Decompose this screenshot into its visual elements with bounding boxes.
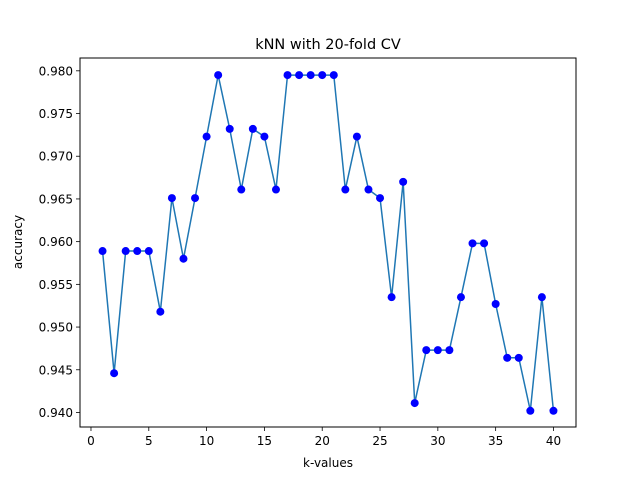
data-point	[491, 300, 500, 308]
data-point	[549, 406, 558, 415]
x-tick-label: 20	[315, 434, 330, 448]
chart-title: kNN with 20-fold CV	[255, 37, 401, 53]
data-point	[387, 293, 396, 302]
y-tick-label: 0.980	[39, 64, 73, 78]
data-point	[283, 71, 292, 80]
data-point	[121, 247, 130, 256]
x-axis-label: k-values	[303, 456, 353, 470]
data-point	[271, 185, 280, 194]
data-point	[144, 247, 153, 256]
data-point	[364, 185, 373, 194]
data-point	[376, 194, 385, 203]
data-point	[329, 71, 338, 80]
data-point	[167, 194, 176, 203]
x-tick-label: 30	[430, 434, 445, 448]
data-point	[110, 369, 119, 378]
x-axis: 0 5 10 15 20 25 30 35 40	[87, 427, 561, 448]
data-point	[214, 71, 223, 80]
data-point	[202, 132, 211, 141]
y-tick-label: 0.950	[39, 321, 73, 335]
data-point	[410, 399, 419, 408]
y-tick-label: 0.955	[39, 278, 73, 292]
x-tick-label: 15	[257, 434, 272, 448]
data-point	[352, 132, 361, 141]
y-axis-label: accuracy	[11, 215, 25, 269]
data-point	[225, 124, 234, 133]
data-point	[156, 307, 165, 316]
data-point	[422, 346, 431, 355]
data-point	[503, 353, 512, 362]
data-point	[98, 247, 107, 256]
y-tick-label: 0.965	[39, 192, 73, 206]
x-tick-label: 5	[145, 434, 153, 448]
data-point	[133, 247, 142, 256]
y-tick-label: 0.970	[39, 150, 73, 164]
data-point	[248, 124, 257, 133]
data-point	[399, 177, 408, 186]
y-tick-label: 0.945	[39, 363, 73, 377]
data-point	[526, 406, 535, 415]
x-tick-label: 40	[546, 434, 561, 448]
data-point	[537, 293, 546, 302]
data-point	[179, 254, 188, 263]
y-tick-label: 0.975	[39, 107, 73, 121]
data-point	[306, 71, 315, 80]
series-markers	[98, 71, 558, 415]
data-point	[191, 194, 200, 203]
data-point	[295, 71, 304, 80]
plot-area-frame	[79, 57, 577, 428]
data-point	[514, 353, 523, 362]
y-tick-label: 0.940	[39, 406, 73, 420]
y-axis: 0.940 0.945 0.950 0.955 0.960 0.965 0.970 0.975…	[39, 64, 80, 420]
data-point	[341, 185, 350, 194]
x-tick-label: 10	[199, 434, 214, 448]
data-point	[480, 239, 489, 248]
data-point	[260, 132, 269, 141]
data-point	[433, 346, 442, 355]
x-tick-label: 0	[87, 434, 95, 448]
data-point	[318, 71, 327, 80]
x-tick-label: 25	[372, 434, 387, 448]
data-point	[456, 293, 465, 302]
data-point	[468, 239, 477, 248]
series-line	[101, 74, 555, 411]
x-tick-label: 35	[488, 434, 503, 448]
data-point	[445, 346, 454, 355]
data-point	[237, 185, 246, 194]
y-tick-label: 0.960	[39, 235, 73, 249]
